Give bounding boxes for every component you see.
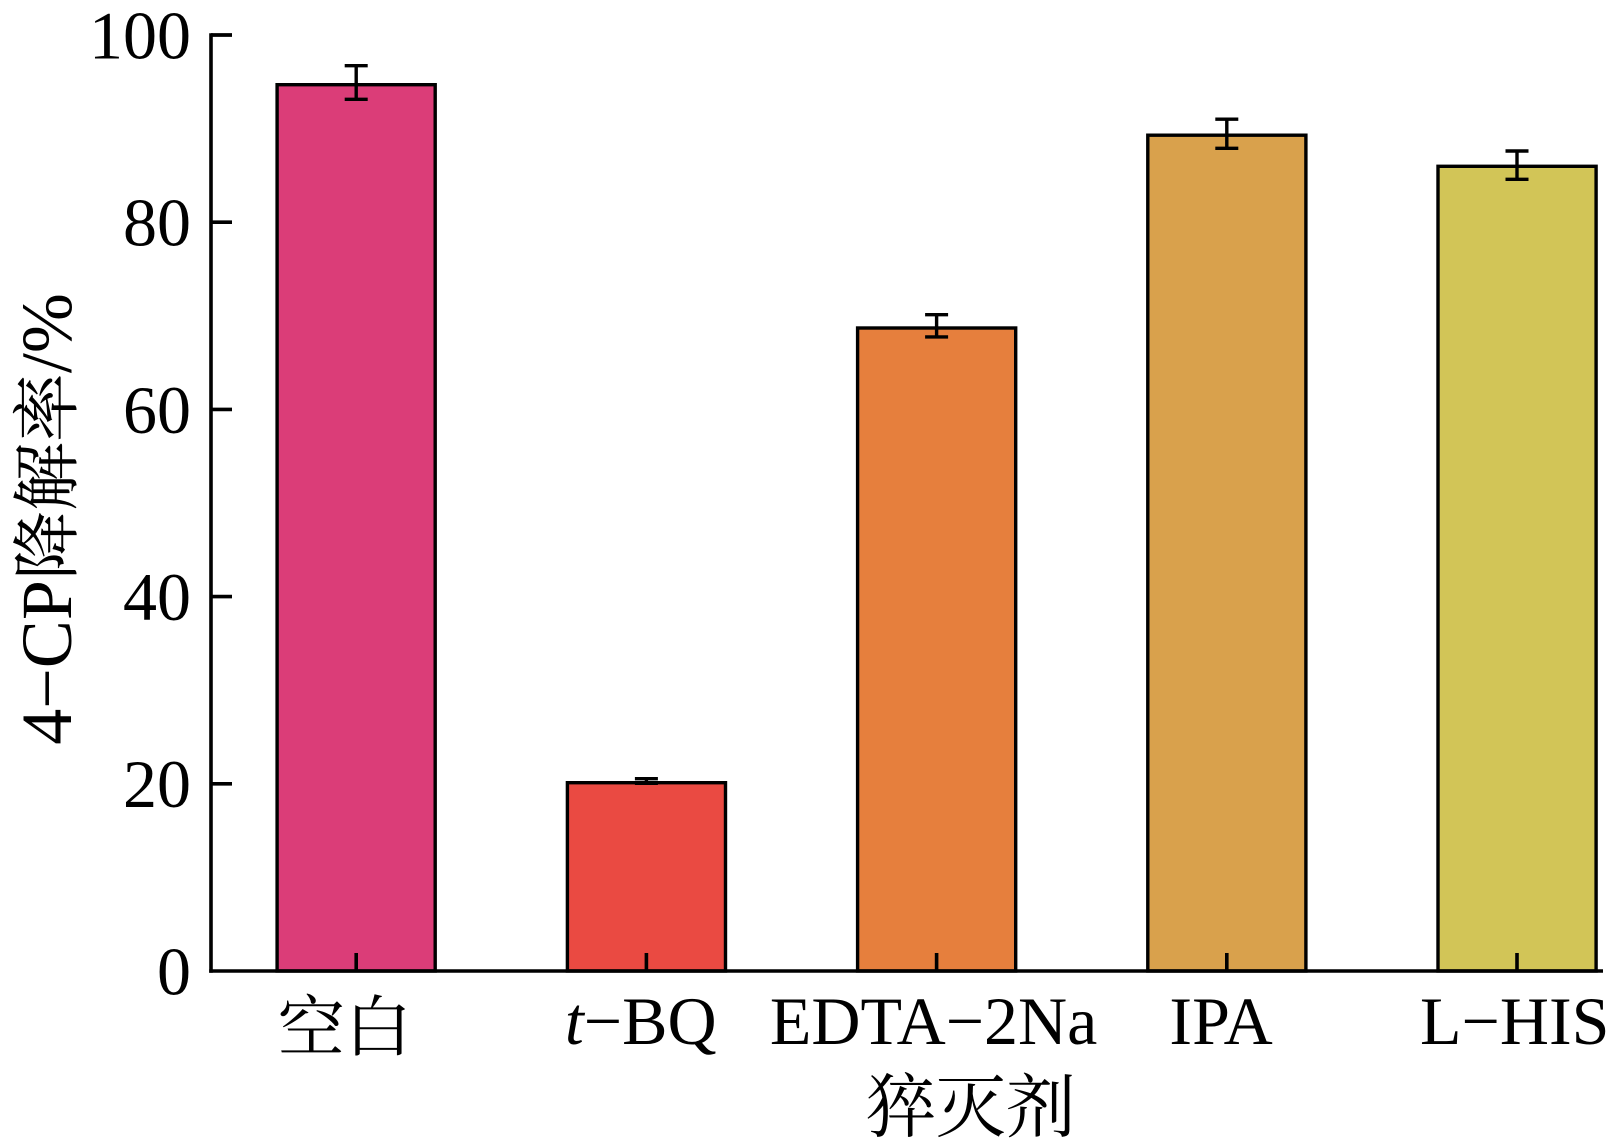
svg-text:80: 80 <box>123 185 191 261</box>
svg-text:0: 0 <box>157 933 191 1009</box>
svg-text:/%: /% <box>7 293 87 373</box>
svg-text:40: 40 <box>123 559 191 635</box>
svg-text:60: 60 <box>123 372 191 448</box>
svg-text:4−CP: 4−CP <box>7 580 87 745</box>
svg-text:100: 100 <box>89 0 191 73</box>
svg-text:EDTA−2Na: EDTA−2Na <box>770 983 1097 1059</box>
svg-text:t−BQ: t−BQ <box>565 983 717 1059</box>
svg-text:IPA: IPA <box>1169 983 1272 1059</box>
svg-text:20: 20 <box>123 746 191 822</box>
svg-text:L−HIS: L−HIS <box>1420 983 1609 1059</box>
